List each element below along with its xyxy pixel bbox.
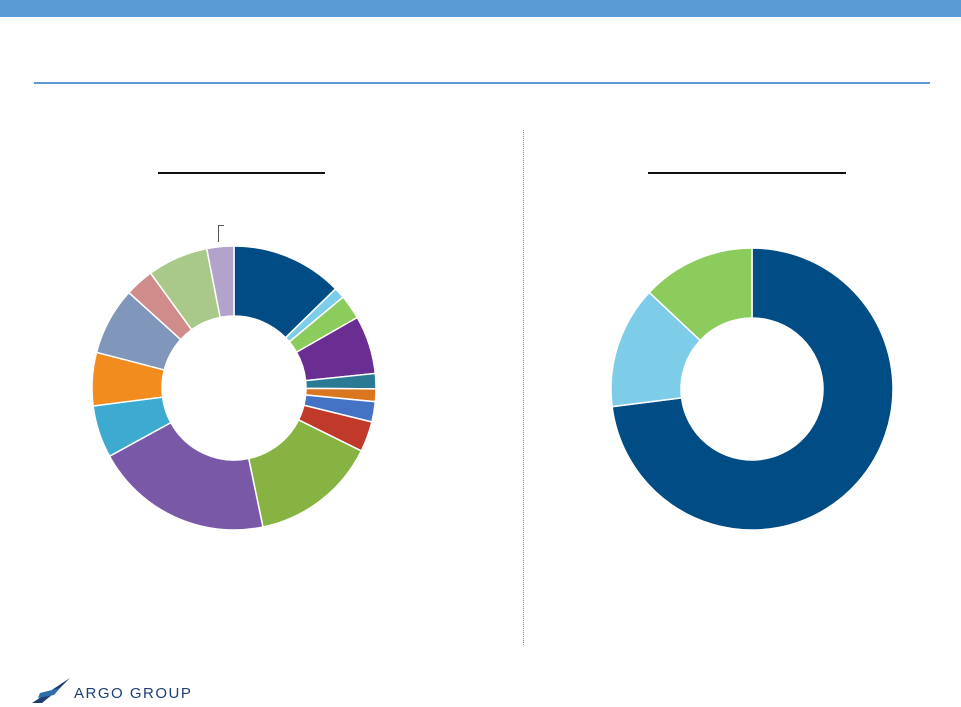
left-donut-slice-16 bbox=[205, 245, 235, 319]
right-donut-slice-1 bbox=[611, 247, 894, 531]
header-rule bbox=[34, 82, 930, 84]
right-chart-title-underline bbox=[648, 172, 846, 174]
leader-line-mark bbox=[218, 225, 224, 242]
left-chart-title-underline bbox=[158, 172, 325, 174]
left-donut-slice-10 bbox=[108, 421, 264, 531]
argo-logo-icon bbox=[32, 678, 70, 703]
top-accent-bar bbox=[0, 0, 961, 17]
column-divider bbox=[523, 130, 524, 645]
brand-name: ARGO GROUP bbox=[74, 685, 193, 702]
right-donut-slice-3 bbox=[648, 247, 753, 342]
